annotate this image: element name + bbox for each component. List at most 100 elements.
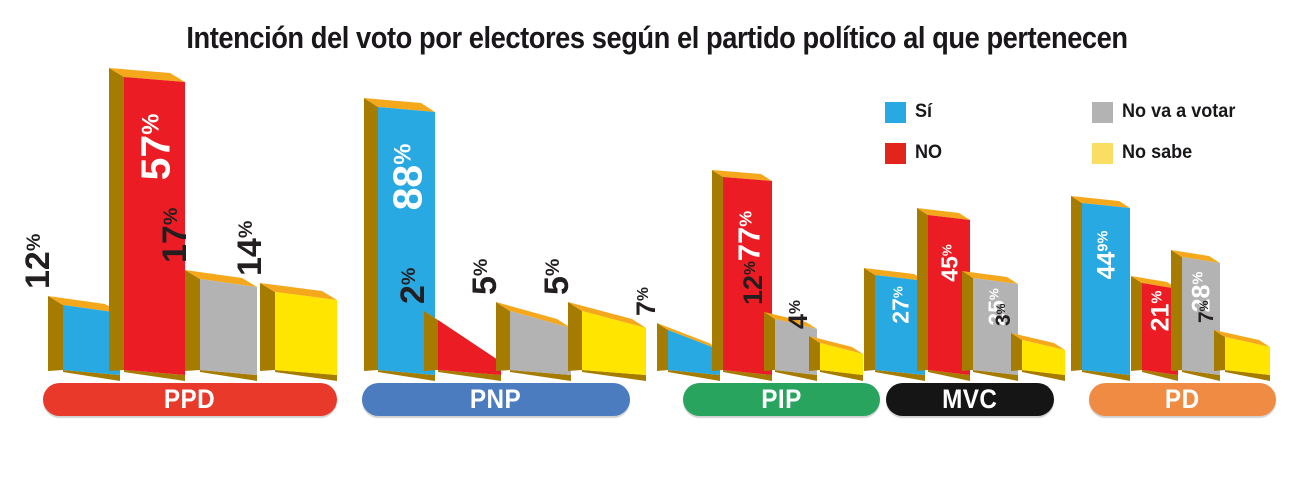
bar-pip-no (712, 170, 772, 381)
bar-front-face (928, 215, 970, 375)
bar-bottom-face (820, 370, 863, 381)
bar-front-face (124, 77, 185, 375)
bar-pd-si (1071, 196, 1130, 381)
bar-side-face (764, 312, 775, 371)
bar-pnp-no (424, 311, 501, 381)
legend-item-si: Sí (885, 101, 933, 123)
bar-value-label-text: 3% (992, 303, 1015, 326)
bar-bottom-face (1082, 370, 1130, 381)
bar-front-face (1182, 257, 1220, 375)
bar-bottom-face (1225, 370, 1270, 381)
bar-side-face (364, 98, 378, 371)
bar-ppd-no-va-a-votar (185, 270, 257, 381)
bar-side-face (48, 296, 63, 371)
bar-top-face (364, 98, 435, 112)
bar-value-label-text: 7% (631, 287, 661, 316)
bar-side-face (917, 208, 928, 371)
bar-side-face (260, 283, 275, 371)
bar-mvc-no (917, 208, 970, 381)
bar-pnp-no-va-a-votar (496, 302, 571, 381)
legend-item-no-sabe: No sabe (1092, 142, 1196, 164)
bar-top-face (568, 302, 646, 328)
bar-bottom-face (668, 370, 720, 381)
bar-value-label-text: 2% (394, 267, 432, 304)
bar-front-face (378, 107, 435, 375)
party-pill-label: PIP (761, 384, 802, 414)
chart-title: Intención del voto por electores según e… (186, 20, 1128, 55)
bar-front-face (820, 343, 863, 375)
legend-label-no-va-a-votar: No va a votar (1122, 101, 1236, 122)
bar-side-face (712, 170, 723, 371)
bar-bottom-face (928, 370, 970, 381)
bar-front-face (775, 319, 817, 375)
bar-side-face (568, 302, 582, 371)
party-pill-label: PPD (164, 384, 216, 414)
bar-front-face (438, 320, 501, 375)
bar-value-label-text: 57% (132, 113, 178, 181)
party-pill-mvc: MVC (886, 383, 1054, 416)
bar-top-face (712, 170, 772, 181)
bar-top-face (917, 208, 970, 220)
bar-value-label-text: 21% (1146, 290, 1175, 331)
bar-front-face (275, 292, 337, 375)
bar-value-label-text: 4% (783, 300, 813, 329)
bar-value-label-text: 88% (384, 143, 430, 211)
bar-top-face (764, 312, 817, 329)
bar-front-face (63, 305, 120, 375)
party-pill-label: PD (1165, 384, 1200, 414)
bar-top-face (1071, 196, 1130, 208)
bar-bottom-face (510, 370, 571, 381)
bar-value-label-text: 77% (731, 211, 766, 262)
bar-pnp-si (364, 98, 435, 381)
si-color-swatch (885, 101, 906, 123)
bar-top-face (260, 283, 337, 300)
bar-side-face (109, 68, 124, 371)
bar-top-face (496, 302, 571, 328)
bar-side-face (657, 323, 668, 371)
bar-top-face (1214, 330, 1270, 347)
bar-top-face (864, 268, 925, 281)
bar-pip-no-va-a-votar (764, 312, 817, 381)
bar-bottom-face (582, 370, 646, 381)
bar-front-face (510, 311, 571, 375)
bar-front-face (1022, 340, 1065, 375)
legend-label-no-sabe: No sabe (1122, 142, 1193, 163)
no-color-swatch (885, 142, 906, 164)
bar-front-face (723, 177, 772, 375)
bar-pip-no-sabe (809, 336, 863, 381)
bar-top-face (1011, 333, 1065, 350)
bar-ppd-no-sabe (260, 283, 337, 381)
bar-value-label-text: 7% (1195, 300, 1218, 323)
bar-side-face (424, 311, 438, 371)
party-pill-pip: PIP (683, 383, 880, 416)
bar-front-face (1082, 203, 1130, 375)
bar-value-label-text: 5% (466, 258, 504, 295)
bar-side-face (1214, 330, 1225, 371)
bar-pip-si (657, 323, 720, 381)
bar-top-face (657, 323, 720, 350)
bar-front-face (668, 330, 720, 375)
bar-pd-no-va-a-votar (1171, 250, 1220, 381)
bar-top-face (109, 68, 185, 82)
bar-ppd-no (109, 68, 185, 381)
bar-side-face (1071, 196, 1082, 371)
bar-top-face (1131, 276, 1178, 289)
bar-value-label-text: 12% (738, 261, 768, 305)
bar-value-label-text: 12% (19, 233, 57, 289)
bar-bottom-face (438, 370, 501, 381)
party-pill-label: PNP (470, 384, 522, 414)
bar-front-face (973, 278, 1018, 375)
bar-front-face (582, 311, 646, 375)
bar-bottom-face (200, 370, 257, 381)
bar-bottom-face (1022, 370, 1065, 381)
legend-item-no-va-a-votar: No va a votar (1092, 101, 1241, 123)
bar-ppd-si (48, 296, 120, 381)
bar-side-face (1171, 250, 1182, 371)
bar-side-face (185, 270, 200, 371)
bar-bottom-face (1182, 370, 1220, 381)
bar-bottom-face (973, 370, 1018, 381)
bar-top-face (48, 296, 120, 313)
bar-front-face (200, 279, 257, 375)
